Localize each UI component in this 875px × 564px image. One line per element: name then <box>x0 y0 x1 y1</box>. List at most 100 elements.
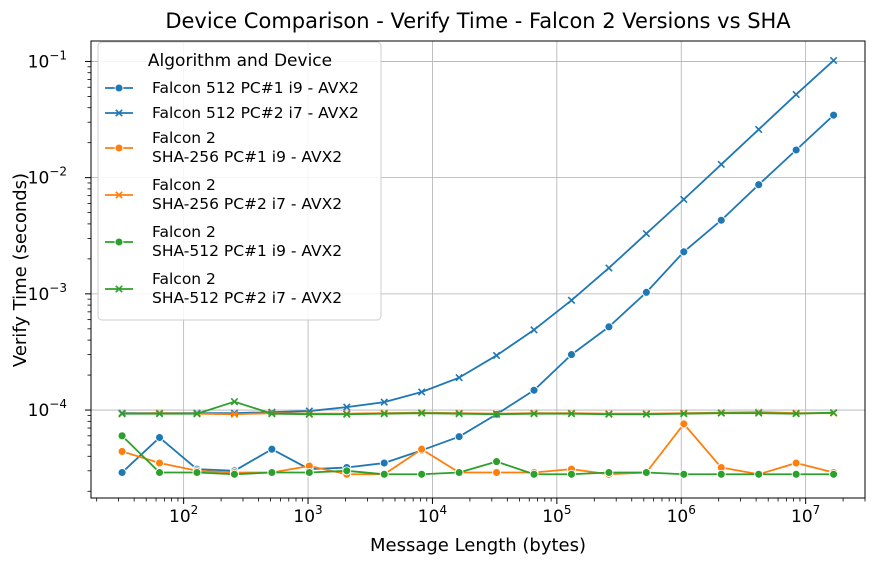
data-point-x-marker <box>792 90 800 99</box>
data-point-x-marker-stroke <box>268 409 276 418</box>
data-point-x-marker-stroke <box>230 397 239 406</box>
x-tick-label: 105 <box>542 503 571 527</box>
data-point-x-marker <box>492 410 501 419</box>
data-point-circle-marker <box>417 469 427 479</box>
data-point-circle-marker <box>567 350 576 360</box>
series-layer <box>117 56 839 479</box>
data-point-circle-marker <box>791 458 801 468</box>
data-point-x-marker-stroke <box>642 229 651 238</box>
data-point-circle-marker <box>192 468 202 477</box>
data-point-circle-marker <box>604 468 614 477</box>
data-point-x-marker <box>118 409 126 418</box>
data-point-x-marker-stroke <box>530 326 538 334</box>
data-point-x-marker <box>829 56 838 65</box>
data-point-x-marker <box>343 410 351 419</box>
data-point-x-marker <box>417 409 426 417</box>
x-tick-label: 102 <box>169 503 198 527</box>
data-point-circle-marker <box>567 469 576 479</box>
data-point-circle-marker <box>829 469 839 479</box>
legend-label: Falcon 2 SHA-512 PC#2 i7 - AVX2 <box>152 270 342 307</box>
data-point-circle-marker <box>829 110 839 120</box>
data-point-x-marker-stroke <box>792 90 800 99</box>
data-point-x-marker <box>792 409 800 418</box>
data-point-x-marker-stroke <box>754 409 763 417</box>
legend-marker-stroke <box>115 109 123 117</box>
y-axis-ticks: 10−4 10−3 10−2 10−1 <box>28 48 91 421</box>
data-point-x-marker-stroke <box>792 409 800 418</box>
legend-marker-stroke <box>115 285 123 293</box>
legend-label: Falcon 2 SHA-256 PC#1 i9 - AVX2 <box>152 129 342 166</box>
data-point-circle-marker <box>641 468 651 477</box>
data-point-x-marker-stroke <box>492 351 501 360</box>
data-point-x-marker <box>680 409 688 418</box>
data-point-circle-marker <box>155 458 164 468</box>
data-point-x-marker-stroke <box>455 409 463 418</box>
data-point-x-marker-stroke <box>193 409 201 418</box>
x-axis-ticks: 102 103 104 105 106 107 <box>169 498 820 527</box>
data-point-x-marker <box>605 410 613 419</box>
data-point-x-marker-stroke <box>230 410 239 419</box>
data-point-circle-marker <box>754 469 764 479</box>
data-point-circle-marker <box>492 457 502 467</box>
data-point-x-marker <box>305 410 314 419</box>
legend-box <box>97 41 382 321</box>
legend-marker <box>114 83 124 93</box>
data-point-x-marker-stroke <box>605 410 613 419</box>
chart-title: Device Comparison - Verify Time - Falcon… <box>165 9 791 33</box>
data-point-x-marker-stroke <box>343 403 351 411</box>
data-point-circle-marker <box>716 215 726 225</box>
data-point-circle-marker <box>679 469 689 479</box>
data-point-x-marker-stroke <box>567 296 576 305</box>
data-point-circle-marker <box>229 469 239 479</box>
x-tick-label: 104 <box>418 503 447 527</box>
data-point-circle-marker <box>379 458 389 468</box>
data-point-circle-marker <box>791 145 801 155</box>
series-line <box>122 400 834 416</box>
series-3 <box>117 419 839 479</box>
data-point-x-marker <box>530 409 538 418</box>
data-point-x-marker <box>717 160 726 169</box>
data-point-x-marker <box>343 403 351 411</box>
data-point-x-marker-stroke <box>118 409 126 418</box>
data-point-x-marker <box>230 397 239 406</box>
legend-label: Falcon 512 PC#1 i9 - AVX2 <box>152 79 359 97</box>
data-point-circle-marker <box>791 469 801 479</box>
data-point-x-marker <box>530 326 538 334</box>
legend-label: Falcon 2 SHA-256 PC#2 i7 - AVX2 <box>152 176 342 213</box>
x-tick-label: 106 <box>667 503 696 527</box>
legend-marker <box>115 285 123 293</box>
series-line <box>121 114 835 474</box>
data-point-x-marker-stroke <box>605 264 613 272</box>
data-point-x-marker <box>268 409 276 418</box>
data-point-circle-marker <box>379 469 389 479</box>
data-point-x-marker-stroke <box>305 410 314 419</box>
data-point-x-marker-stroke <box>380 398 388 406</box>
legend-items: Falcon 512 PC#1 i9 - AVX2 Falcon 512 PC#2… <box>105 79 359 307</box>
legend-item-1: Falcon 512 PC#1 i9 - AVX2 <box>105 79 359 97</box>
legend-marker <box>114 143 124 153</box>
legend-marker-stroke <box>115 191 123 199</box>
data-point-x-marker <box>230 410 239 419</box>
data-point-x-marker-stroke <box>155 409 164 418</box>
data-point-x-marker <box>642 410 651 419</box>
data-point-circle-marker <box>155 468 164 477</box>
data-point-circle-marker <box>754 180 764 190</box>
data-point-circle-marker <box>492 468 502 477</box>
legend-item-5: Falcon 2 SHA-512 PC#1 i9 - AVX2 <box>105 223 342 260</box>
y-tick-label: 10−3 <box>28 281 67 305</box>
legend: Algorithm and Device Falcon 512 PC#1 i9 … <box>97 41 382 321</box>
x-tick-label: 103 <box>293 503 322 527</box>
data-point-x-marker <box>155 409 164 418</box>
data-point-x-marker <box>754 125 763 134</box>
legend-marker <box>115 109 123 117</box>
plot-frame <box>90 40 866 499</box>
data-point-x-marker-stroke <box>455 373 463 382</box>
data-point-circle-marker <box>342 466 352 476</box>
legend-marker <box>114 237 124 247</box>
series-line <box>121 422 834 476</box>
series-line <box>121 435 834 476</box>
y-tick-label: 10−1 <box>28 48 67 72</box>
legend-title: Algorithm and Device <box>148 51 332 71</box>
data-point-x-marker-stroke <box>717 160 726 169</box>
